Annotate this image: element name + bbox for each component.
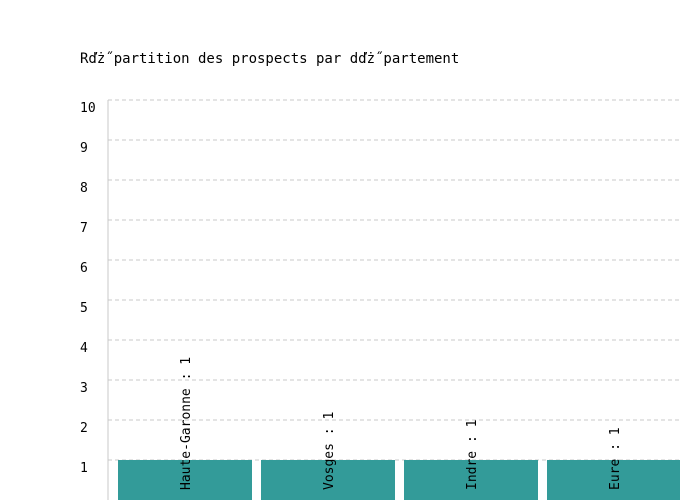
y-axis: 1 2 3 4 5 6 7 8 9 10 xyxy=(80,100,109,500)
bar-data-label: Eure : 1 xyxy=(608,427,623,490)
data-labels: Haute-Garonne : 1 Vosges : 1 Indre : 1 Eure… xyxy=(179,357,623,490)
y-tick-label: 7 xyxy=(80,221,88,236)
y-tick-label: 1 xyxy=(80,461,88,476)
y-tick-label: 6 xyxy=(80,261,88,276)
y-tick-label: 4 xyxy=(80,341,88,356)
bar xyxy=(404,460,538,500)
bar xyxy=(118,460,252,500)
y-tick-label: 9 xyxy=(80,141,88,156)
y-tick-label: 5 xyxy=(80,301,88,316)
bar-data-label: Vosges : 1 xyxy=(322,412,337,490)
bars xyxy=(118,460,680,500)
y-tick-label: 8 xyxy=(80,181,88,196)
bar-data-label: Haute-Garonne : 1 xyxy=(179,357,194,490)
y-tick-label: 2 xyxy=(80,421,88,436)
bar xyxy=(261,460,395,500)
chart-title: Rďż˝partition des prospects par dďż˝part… xyxy=(80,51,459,67)
y-tick-label: 10 xyxy=(80,101,96,116)
bar xyxy=(547,460,680,500)
bar-data-label: Indre : 1 xyxy=(465,420,480,490)
y-tick-label: 3 xyxy=(80,381,88,396)
